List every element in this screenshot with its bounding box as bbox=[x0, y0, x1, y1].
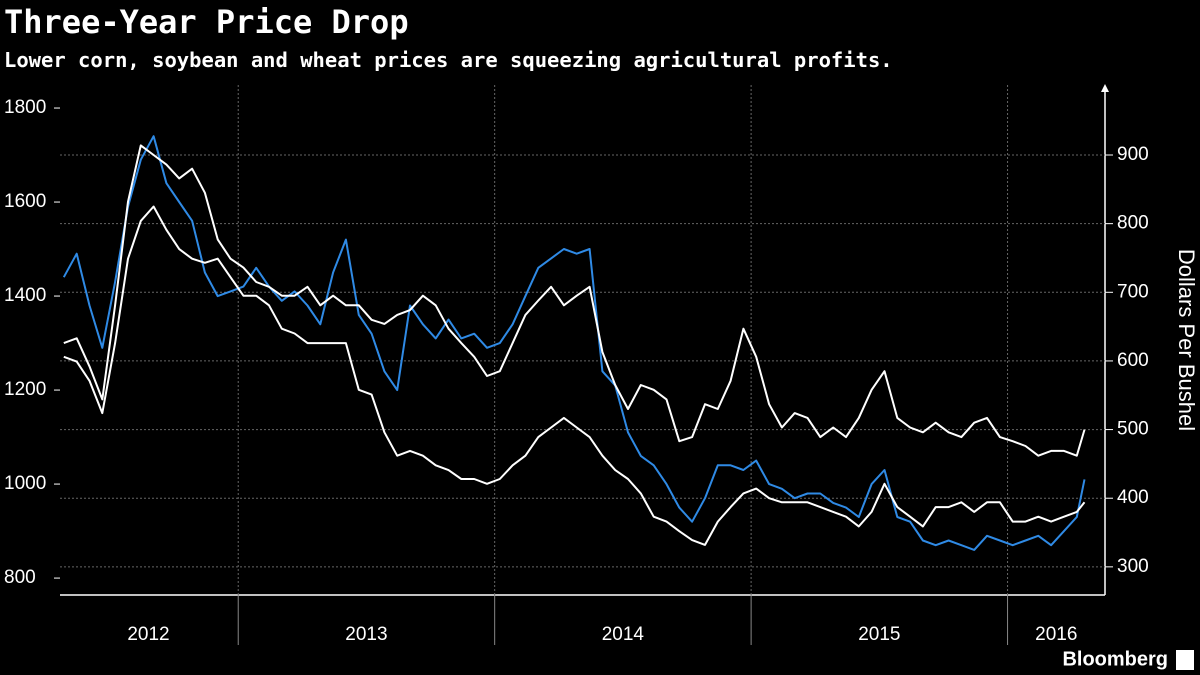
y2-axis-label: Dollars Per Bushel bbox=[1174, 249, 1199, 431]
axis-arrow bbox=[1101, 84, 1109, 92]
y-tick-label: 1200 bbox=[4, 379, 46, 400]
x-tick-label: 2015 bbox=[858, 624, 900, 645]
y-tick-label: 1400 bbox=[4, 285, 46, 306]
logo bbox=[1176, 650, 1194, 670]
y2-tick-label: 500 bbox=[1117, 419, 1149, 440]
line-series bbox=[62, 135, 1086, 551]
x-tick-label: 2013 bbox=[345, 624, 387, 645]
x-tick-label: 2014 bbox=[602, 624, 645, 645]
y2-tick-label: 600 bbox=[1117, 350, 1149, 371]
y2-tick-label: 800 bbox=[1117, 213, 1149, 234]
x-tick-label: 2012 bbox=[127, 624, 169, 645]
chart-subtitle: Lower corn, soybean and wheat prices are… bbox=[4, 48, 893, 72]
y2-tick-label: 700 bbox=[1117, 281, 1149, 302]
y-tick-label: 1600 bbox=[4, 191, 46, 212]
y2-tick-label: 900 bbox=[1117, 144, 1149, 165]
y-tick-label: 1000 bbox=[4, 473, 46, 494]
y-tick-label: 800 bbox=[4, 567, 36, 588]
y2-tick-label: 400 bbox=[1117, 487, 1149, 508]
source: Bloomberg bbox=[1062, 648, 1168, 670]
chart-title: Three-Year Price Drop bbox=[4, 3, 409, 41]
y-tick-label: 1800 bbox=[4, 97, 46, 118]
y2-tick-label: 300 bbox=[1117, 556, 1149, 577]
line-series bbox=[63, 144, 1086, 457]
line-series bbox=[63, 205, 1086, 546]
x-tick-label: 2016 bbox=[1035, 624, 1077, 645]
